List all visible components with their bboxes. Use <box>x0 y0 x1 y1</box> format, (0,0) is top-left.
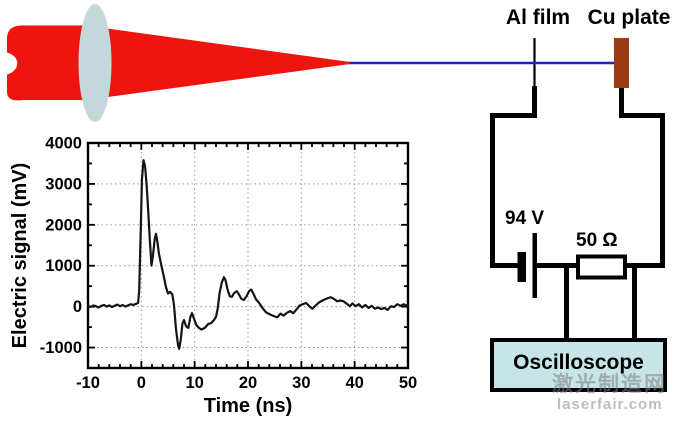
x-tick-label: 0 <box>137 374 146 392</box>
y-tick-label: 2000 <box>45 216 82 234</box>
oscilloscope-label: Oscilloscope <box>513 351 644 374</box>
signal-trace <box>86 159 410 350</box>
battery-short-plate <box>517 252 526 282</box>
signal-chart: -10 0 10 20 30 40 50 -1000 0 1000 2000 3000 4000 Time… <box>9 135 417 418</box>
y-tick-label: 0 <box>73 298 82 316</box>
oscilloscope-box <box>490 338 667 392</box>
watermark-chinese: 激光制造网 <box>552 373 667 396</box>
watermark-url: laserfair.com <box>557 396 663 413</box>
y-tick-label: 3000 <box>45 175 82 193</box>
al-film-label: Al film <box>505 6 571 29</box>
laser-body <box>6 25 95 101</box>
x-tick-label: 10 <box>185 374 203 392</box>
y-axis-title: Electric signal (mV) <box>9 163 31 349</box>
y-tick-label: -1000 <box>40 339 82 357</box>
resistor-box <box>576 254 627 280</box>
y-tick-label: 4000 <box>45 135 82 153</box>
x-tick-label: 50 <box>399 374 417 392</box>
x-tick-label: 30 <box>292 374 310 392</box>
laser-cone <box>93 26 350 99</box>
y-tick-label: 1000 <box>45 257 82 275</box>
resistor-value-label: 50 Ω <box>576 230 618 251</box>
battery-long-plate <box>532 233 537 298</box>
focusing-lens <box>78 4 112 122</box>
x-tick-label: -10 <box>76 374 100 392</box>
x-tick-label: 40 <box>345 374 363 392</box>
x-axis-title: Time (ns) <box>204 395 293 417</box>
cu-plate <box>614 38 629 88</box>
cu-plate-label: Cu plate <box>587 6 671 29</box>
circuit-wires <box>490 86 665 342</box>
battery-voltage-label: 94 V <box>505 208 545 229</box>
x-tick-label: 20 <box>239 374 257 392</box>
